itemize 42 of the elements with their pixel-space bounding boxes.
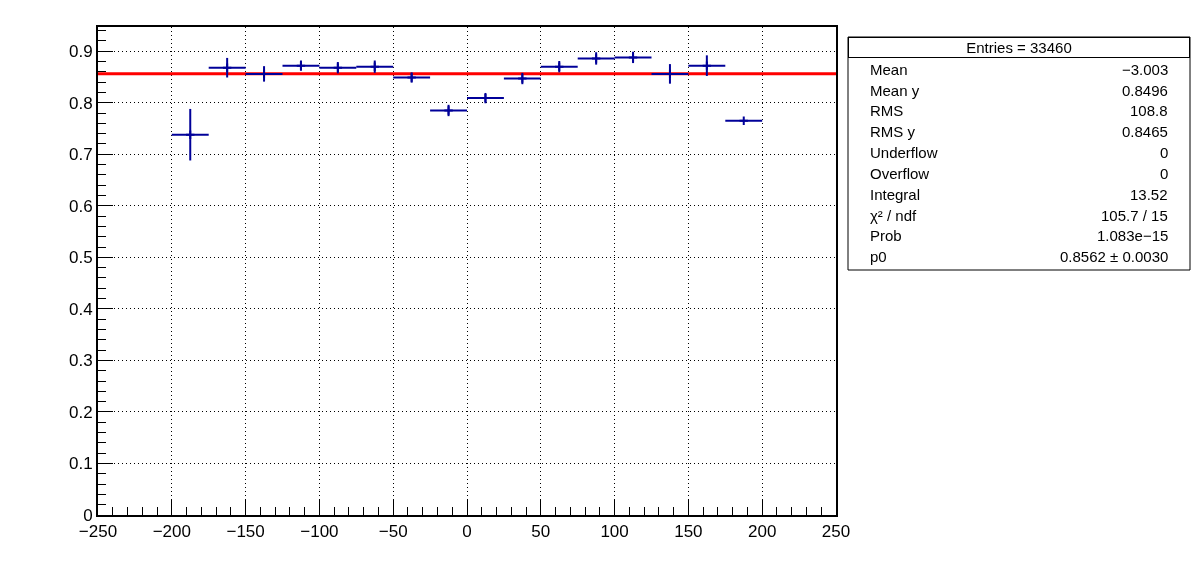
text: 0.8562 ± 0.0030 — [1060, 248, 1169, 265]
text: 13.52 — [1130, 186, 1168, 203]
x-tick-label: 250 — [821, 522, 851, 542]
x-tick-label: −100 — [300, 522, 339, 542]
text: Prob — [870, 227, 902, 244]
text: 108.8 — [1130, 102, 1168, 119]
text: p0 — [870, 248, 887, 265]
text: Underflow — [870, 144, 938, 161]
x-tick-label: 0 — [462, 522, 472, 542]
text: 0 — [1160, 144, 1169, 161]
y-tick-label: 0.9 — [68, 42, 93, 62]
text: Mean — [870, 61, 908, 78]
y-tick-label: 0.6 — [68, 196, 93, 216]
text: −3.003 — [1122, 61, 1169, 78]
y-tick-label: 0.5 — [68, 248, 93, 268]
text: χ² / ndf — [870, 207, 918, 224]
y-tick-label: 0.8 — [68, 93, 93, 113]
text: Overflow — [870, 165, 930, 182]
x-tick-label: 100 — [600, 522, 629, 542]
text: 1.083e−15 — [1097, 227, 1169, 244]
x-tick-label: −250 — [78, 522, 118, 542]
text: 0 — [1160, 165, 1169, 182]
text: RMS — [870, 102, 904, 119]
text: 0.8465 — [1122, 123, 1168, 140]
y-tick-label: 0.4 — [68, 299, 93, 319]
y-tick-label: 0 — [83, 505, 93, 525]
text: 105.7 / 15 — [1101, 207, 1168, 224]
text: Integral — [870, 186, 921, 203]
x-tick-label: 200 — [748, 522, 777, 542]
x-tick-label: 50 — [531, 522, 551, 542]
y-tick-label: 0.1 — [68, 454, 93, 474]
text: 0.8496 — [1122, 82, 1168, 99]
y-tick-label: 0.3 — [68, 351, 93, 371]
y-tick-label: 0.2 — [68, 402, 93, 422]
x-tick-label: 150 — [674, 522, 703, 542]
text: Entries = 33460 — [966, 39, 1072, 56]
text: RMS y — [870, 123, 916, 140]
x-tick-label: −50 — [378, 522, 408, 542]
y-tick-label: 0.7 — [68, 145, 93, 165]
text: Mean y — [870, 82, 920, 99]
x-tick-label: −150 — [226, 522, 265, 542]
x-tick-label: −200 — [152, 522, 191, 542]
